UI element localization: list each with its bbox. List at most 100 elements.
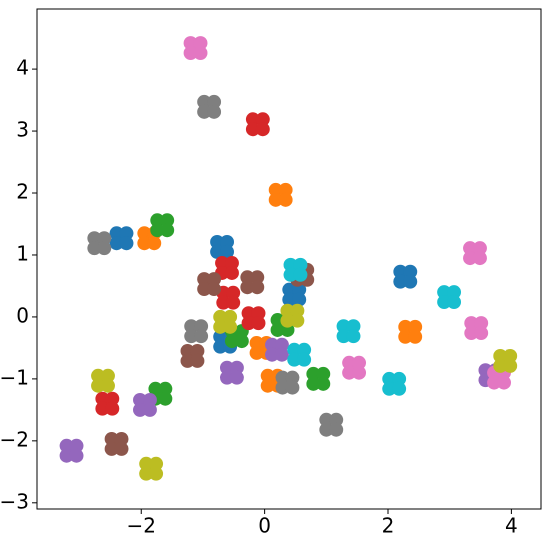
x-tick-label: −2 <box>127 514 156 538</box>
scatter-point <box>352 365 367 380</box>
scatter-point <box>290 303 305 318</box>
scatter-point <box>160 213 175 228</box>
scatter-point <box>160 223 175 238</box>
scatter-point <box>95 391 110 406</box>
scatter-point <box>342 355 357 370</box>
scatter-point <box>393 264 408 279</box>
scatter-point <box>255 122 270 137</box>
scatter-point <box>207 282 222 297</box>
scatter-point <box>69 438 84 453</box>
scatter-point <box>150 223 165 238</box>
scatter-point <box>306 376 321 391</box>
scatter-point <box>210 244 225 259</box>
scatter-point <box>382 381 397 396</box>
scatter-point <box>216 295 231 310</box>
scatter-point <box>250 270 265 285</box>
scatter-point <box>69 448 84 463</box>
scatter-point <box>240 280 255 295</box>
scatter-point <box>220 234 235 249</box>
scatter-point <box>392 381 407 396</box>
scatter-point <box>398 329 413 344</box>
scatter-point <box>265 347 280 362</box>
scatter-point <box>287 352 302 367</box>
axes-frame <box>36 8 542 510</box>
scatter-point <box>474 326 489 341</box>
scatter-point <box>142 402 157 417</box>
scatter-point <box>194 319 209 334</box>
scatter-point <box>190 353 205 368</box>
scatter-point <box>149 466 164 481</box>
scatter-point <box>142 392 157 407</box>
scatter-point <box>87 241 102 256</box>
scatter-point <box>158 381 173 396</box>
scatter-point <box>329 422 344 437</box>
scatter-point <box>283 257 298 272</box>
scatter-point <box>408 319 423 334</box>
scatter-point <box>260 368 275 383</box>
scatter-point <box>183 36 198 51</box>
scatter-point <box>213 329 228 344</box>
scatter-point <box>274 347 289 362</box>
scatter-point <box>91 368 106 383</box>
scatter-point <box>158 391 173 406</box>
scatter-point <box>245 112 260 127</box>
scatter-point <box>297 352 312 367</box>
scatter-point <box>220 360 235 375</box>
scatter-point <box>306 366 321 381</box>
scatter-point <box>137 236 152 251</box>
scatter-point <box>496 375 511 390</box>
scatter-point <box>503 358 518 373</box>
scatter-point <box>336 319 351 334</box>
scatter-point <box>472 241 487 256</box>
scatter-point <box>251 306 266 321</box>
scatter-point <box>393 274 408 289</box>
scatter-point <box>250 280 265 295</box>
y-tick-label: 4 <box>16 56 29 80</box>
scatter-point <box>282 282 297 297</box>
scatter-point <box>249 335 264 350</box>
scatter-point <box>213 339 228 354</box>
scatter-point <box>319 422 334 437</box>
x-tick-label: 2 <box>382 514 395 538</box>
scatter-point <box>464 326 479 341</box>
scatter-point <box>319 412 334 427</box>
scatter-point <box>398 319 413 334</box>
scatter-point <box>280 313 295 328</box>
scatter-point <box>346 329 361 344</box>
scatter-point <box>109 226 124 241</box>
scatter-point <box>392 371 407 386</box>
scatter-point <box>226 285 241 300</box>
scatter-point <box>234 334 249 349</box>
scatter-point <box>95 401 110 416</box>
scatter-point <box>283 267 298 282</box>
scatter-point <box>316 366 331 381</box>
scatter-point <box>251 316 266 331</box>
scatter-point <box>119 236 134 251</box>
scatter-point <box>193 36 208 51</box>
scatter-point <box>437 285 452 300</box>
scatter-point <box>437 295 452 310</box>
scatter-point <box>207 94 222 109</box>
scatter-point <box>87 231 102 246</box>
scatter-point <box>59 438 74 453</box>
scatter-point <box>472 251 487 266</box>
scatter-point <box>280 303 295 318</box>
scatter-point <box>114 431 129 446</box>
scatter-point <box>133 402 148 417</box>
scatter-point <box>474 316 489 331</box>
scatter-point <box>403 264 418 279</box>
scatter-point <box>97 241 112 256</box>
scatter-point <box>137 226 152 241</box>
scatter-point <box>270 322 285 337</box>
scatter-point <box>149 456 164 471</box>
scatter-point <box>487 375 502 390</box>
scatter-point <box>292 292 307 307</box>
scatter-point <box>105 401 120 416</box>
scatter-point <box>114 441 129 456</box>
scatter-point <box>293 267 308 282</box>
scatter-point <box>220 244 235 259</box>
scatter-point <box>447 285 462 300</box>
scatter-point <box>403 274 418 289</box>
scatter-point <box>329 412 344 427</box>
